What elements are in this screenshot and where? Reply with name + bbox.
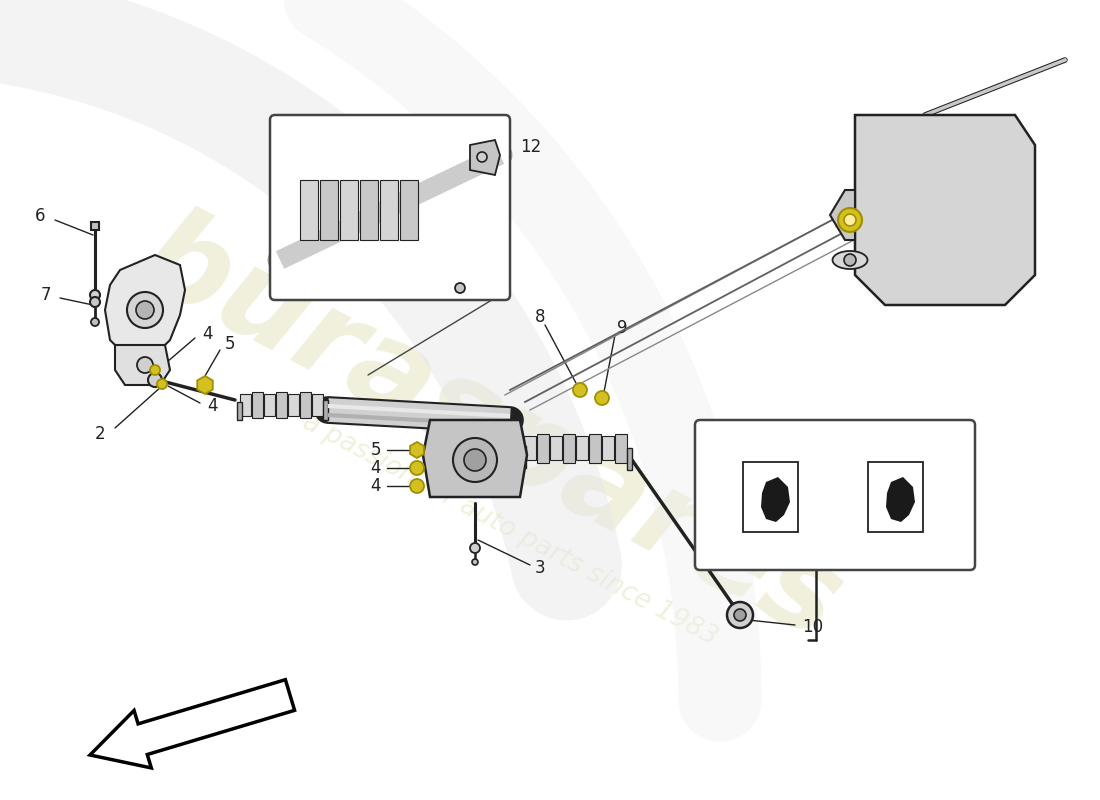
- Polygon shape: [116, 345, 170, 385]
- Text: 7: 7: [41, 286, 51, 304]
- Polygon shape: [855, 115, 1035, 305]
- Circle shape: [734, 609, 746, 621]
- Circle shape: [410, 479, 424, 493]
- Bar: [300, 180, 318, 240]
- Bar: [524, 436, 536, 460]
- Text: 9: 9: [617, 319, 627, 337]
- Text: 3: 3: [535, 559, 546, 577]
- Bar: [379, 180, 398, 240]
- Bar: [742, 462, 797, 532]
- Text: 6: 6: [34, 207, 45, 225]
- Bar: [91, 222, 99, 230]
- Text: 4: 4: [371, 459, 381, 477]
- Text: 5: 5: [371, 441, 381, 459]
- Text: 10: 10: [802, 618, 823, 636]
- Bar: [550, 436, 562, 460]
- Bar: [627, 448, 632, 470]
- Circle shape: [844, 254, 856, 266]
- Circle shape: [477, 152, 487, 162]
- Bar: [521, 446, 526, 468]
- Circle shape: [595, 391, 609, 405]
- Circle shape: [90, 290, 100, 300]
- Text: 8: 8: [535, 308, 546, 326]
- Bar: [602, 436, 614, 460]
- Polygon shape: [470, 140, 500, 175]
- Bar: [588, 434, 601, 462]
- FancyBboxPatch shape: [695, 420, 975, 570]
- FancyArrow shape: [90, 680, 295, 768]
- Text: a passion for auto parts since 1983: a passion for auto parts since 1983: [298, 409, 722, 651]
- Text: 14: 14: [884, 445, 905, 463]
- Polygon shape: [424, 420, 527, 497]
- Bar: [340, 180, 358, 240]
- Circle shape: [157, 379, 167, 389]
- Text: 1: 1: [822, 548, 833, 566]
- Text: 12: 12: [520, 138, 541, 156]
- Circle shape: [472, 559, 478, 565]
- Circle shape: [455, 283, 465, 293]
- Text: 5: 5: [226, 335, 235, 353]
- Bar: [236, 402, 242, 420]
- Circle shape: [470, 543, 480, 553]
- Circle shape: [573, 383, 587, 397]
- Circle shape: [138, 357, 153, 373]
- Circle shape: [410, 461, 424, 475]
- FancyBboxPatch shape: [270, 115, 510, 300]
- Bar: [537, 434, 549, 462]
- Text: 13: 13: [759, 445, 781, 463]
- Text: 4: 4: [202, 325, 212, 343]
- Circle shape: [838, 208, 862, 232]
- Circle shape: [844, 214, 856, 226]
- Bar: [276, 392, 287, 418]
- Circle shape: [90, 297, 100, 307]
- Bar: [312, 394, 323, 416]
- Ellipse shape: [833, 251, 868, 269]
- Circle shape: [150, 365, 160, 375]
- Bar: [360, 180, 378, 240]
- Circle shape: [136, 301, 154, 319]
- Circle shape: [453, 438, 497, 482]
- Circle shape: [148, 373, 162, 387]
- Circle shape: [91, 318, 99, 326]
- Bar: [323, 400, 328, 420]
- Text: 4: 4: [207, 397, 218, 415]
- Text: 4: 4: [371, 477, 381, 495]
- Polygon shape: [886, 477, 915, 522]
- Bar: [563, 434, 575, 462]
- Circle shape: [126, 292, 163, 328]
- Text: 2: 2: [95, 425, 104, 443]
- Text: 11: 11: [784, 480, 805, 498]
- Text: buraspares: buraspares: [120, 196, 860, 664]
- Bar: [252, 392, 263, 418]
- Bar: [615, 434, 627, 462]
- Bar: [264, 394, 275, 416]
- Bar: [240, 394, 251, 416]
- Polygon shape: [830, 190, 855, 240]
- Polygon shape: [104, 255, 185, 360]
- Bar: [868, 462, 923, 532]
- Bar: [300, 392, 311, 418]
- Bar: [320, 180, 338, 240]
- Polygon shape: [761, 477, 790, 522]
- Bar: [400, 180, 418, 240]
- Bar: [288, 394, 299, 416]
- Circle shape: [464, 449, 486, 471]
- Circle shape: [727, 602, 754, 628]
- Bar: [576, 436, 588, 460]
